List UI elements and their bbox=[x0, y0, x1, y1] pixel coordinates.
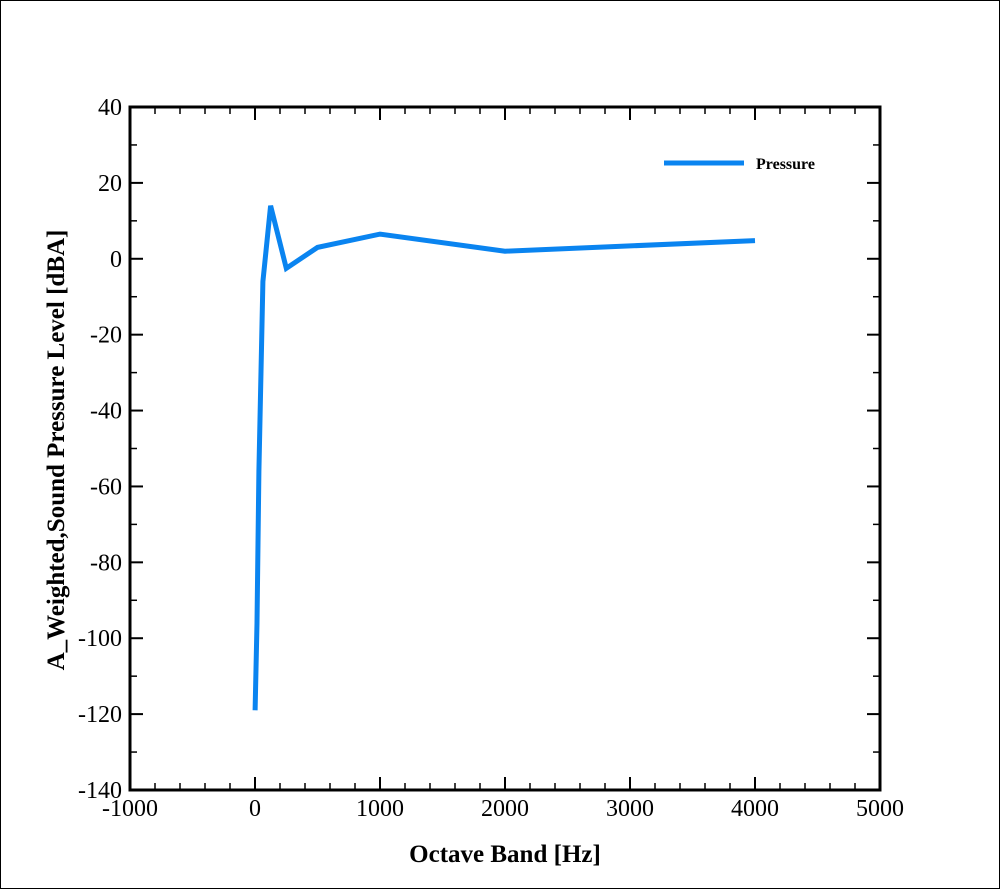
x-tick-label: 1000 bbox=[356, 796, 404, 822]
y-tick-label: -20 bbox=[90, 323, 122, 349]
legend-label-pressure: Pressure bbox=[756, 156, 815, 173]
y-tick-label: -100 bbox=[78, 626, 122, 652]
tick-labels: -1000 0 1000 2000 3000 4000 5000 -140 -120 -100 -8… bbox=[78, 95, 904, 822]
y-tick-label: -80 bbox=[90, 550, 122, 576]
y-axis-title: A_Weighted,Sound Pressure Level [dBA] bbox=[43, 230, 70, 671]
plot-area bbox=[128, 105, 882, 792]
y-tick-label: -120 bbox=[78, 702, 122, 728]
x-tick-label: -1000 bbox=[102, 796, 158, 822]
axis-ticks bbox=[129, 106, 881, 791]
y-tick-label: -140 bbox=[78, 778, 122, 804]
x-tick-label: 4000 bbox=[731, 796, 779, 822]
y-tick-label: 0 bbox=[110, 247, 122, 273]
y-tick-label: -60 bbox=[90, 474, 122, 500]
y-tick-label: 20 bbox=[98, 171, 122, 197]
x-tick-label: 5000 bbox=[856, 796, 904, 822]
series-line-pressure bbox=[252, 205, 756, 711]
x-tick-label: 0 bbox=[249, 796, 261, 822]
legend: Pressure bbox=[664, 156, 815, 173]
series-lines bbox=[252, 205, 756, 711]
y-tick-label: 40 bbox=[98, 95, 122, 121]
x-tick-label: 3000 bbox=[606, 796, 654, 822]
x-axis-title: Octave Band [Hz] bbox=[409, 841, 601, 868]
x-tick-label: 2000 bbox=[481, 796, 529, 822]
y-tick-label: -40 bbox=[90, 399, 122, 425]
